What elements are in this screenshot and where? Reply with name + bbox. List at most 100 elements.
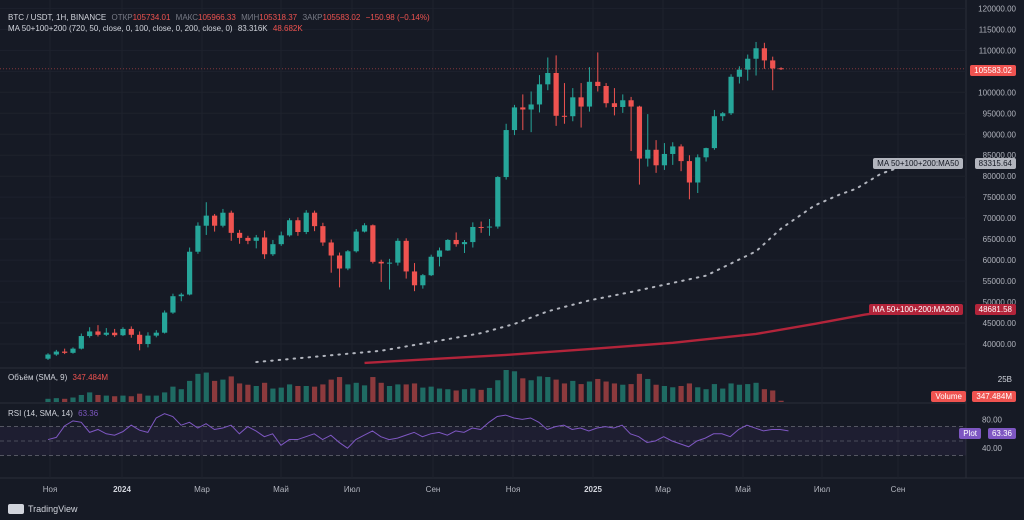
candle-body (528, 104, 534, 110)
candle-body (570, 97, 576, 117)
plot-tag-label: Plot (959, 428, 981, 439)
volume-bar (336, 377, 343, 402)
candle-body (586, 81, 593, 107)
candle-body (495, 177, 501, 227)
price-tick-label: 60000.00 (983, 256, 1017, 265)
volume-bar (570, 380, 576, 402)
tradingview-logo[interactable]: TradingView (8, 504, 78, 514)
candle-body (162, 312, 168, 333)
candle-body (578, 97, 584, 107)
rsi-tick-label: 40.00 (982, 444, 1003, 453)
candle-body (470, 226, 476, 243)
volume-bar (453, 390, 459, 402)
volume-bar (128, 396, 134, 402)
volume-bar (661, 386, 668, 402)
candle-body (595, 81, 601, 87)
price-tick-label: 110000.00 (979, 46, 1017, 55)
candle-body (170, 296, 176, 313)
candle-body (436, 250, 443, 257)
volume-bar (553, 379, 559, 402)
candle-body (720, 113, 726, 117)
volume-bar (212, 380, 218, 402)
volume-bar (653, 384, 659, 402)
candle-body (212, 215, 218, 226)
volume-bar (695, 387, 701, 402)
candle-body (228, 212, 234, 233)
volume-bar (345, 384, 351, 402)
candle-body (553, 73, 559, 116)
volume-bar (62, 398, 68, 402)
volume-bar (378, 382, 384, 402)
candle-body (45, 354, 51, 359)
volume-bar (311, 386, 318, 402)
candle-body (603, 86, 609, 104)
volume-bar (78, 394, 84, 402)
volume-bar (103, 395, 109, 402)
volume-bar (261, 382, 268, 402)
candle-body (453, 239, 459, 245)
price-tick-label: 120000.00 (978, 4, 1016, 13)
volume-bar (170, 386, 176, 402)
volume-bar (753, 382, 759, 402)
candle-body (370, 225, 376, 262)
candle-body (270, 244, 276, 255)
volume-bar (561, 383, 568, 402)
volume-bar (370, 377, 376, 402)
volume-tag-value: 347.484M (972, 391, 1016, 402)
change-value: −150.98 (−0.14%) (365, 13, 430, 22)
volume-bar (720, 388, 726, 402)
candle-body (428, 256, 434, 276)
high-value: 105966.33 (198, 13, 236, 22)
volume-bar (295, 386, 301, 402)
close-value: 105583.02 (322, 13, 361, 22)
open-value: 105734.01 (132, 13, 171, 22)
candle-body (128, 328, 134, 335)
candle-body (395, 240, 401, 263)
price-tick-label: 80000.00 (983, 172, 1017, 181)
price-tick-label: 85000.00 (983, 151, 1017, 160)
ma-legend: MA 50+100+200 (720, 50, close, 0, 100, c… (8, 24, 306, 34)
volume-value: 347.484M (72, 373, 109, 382)
volume-bar (736, 384, 742, 402)
volume-bar (511, 371, 518, 402)
volume-bar (286, 384, 293, 402)
volume-bar (112, 396, 118, 402)
volume-bar (745, 384, 751, 402)
plot-tag-value: 63.36 (987, 428, 1016, 439)
candle-body (645, 149, 651, 159)
candle-body (736, 69, 742, 77)
volume-bar (137, 393, 143, 402)
volume-bar (478, 389, 484, 402)
ma200-tag-value: 48681.58 (974, 304, 1016, 315)
candle-body (486, 226, 493, 228)
ma200-tag-label: MA 50+100+200:MA200 (868, 304, 963, 315)
candle-body (561, 115, 568, 117)
volume-bar (770, 390, 776, 402)
volume-bar (220, 379, 226, 402)
volume-bar (120, 395, 126, 402)
volume-bar (420, 387, 426, 402)
price-tick-label: 50000.00 (983, 298, 1017, 307)
volume-bar (53, 398, 59, 402)
low-value: 105318.37 (259, 13, 298, 22)
x-axis-label: Мар (655, 485, 671, 494)
volume-bar (586, 381, 593, 402)
volume-bar (320, 384, 326, 402)
candle-body (520, 107, 526, 110)
volume-bar (253, 386, 259, 402)
candle-body (461, 242, 468, 245)
volume-bar (411, 383, 418, 402)
candle-body (478, 226, 484, 228)
volume-bar (703, 389, 709, 402)
volume-bar (611, 383, 618, 402)
candle-body (545, 73, 551, 85)
volume-bar (145, 395, 151, 402)
x-axis-label: Ноя (506, 485, 521, 494)
volume-bar (495, 380, 501, 402)
candle-body (695, 157, 701, 183)
volume-bar (728, 383, 734, 402)
candle-body (236, 232, 243, 238)
volume-bar (353, 382, 359, 402)
volume-bar (603, 381, 609, 402)
